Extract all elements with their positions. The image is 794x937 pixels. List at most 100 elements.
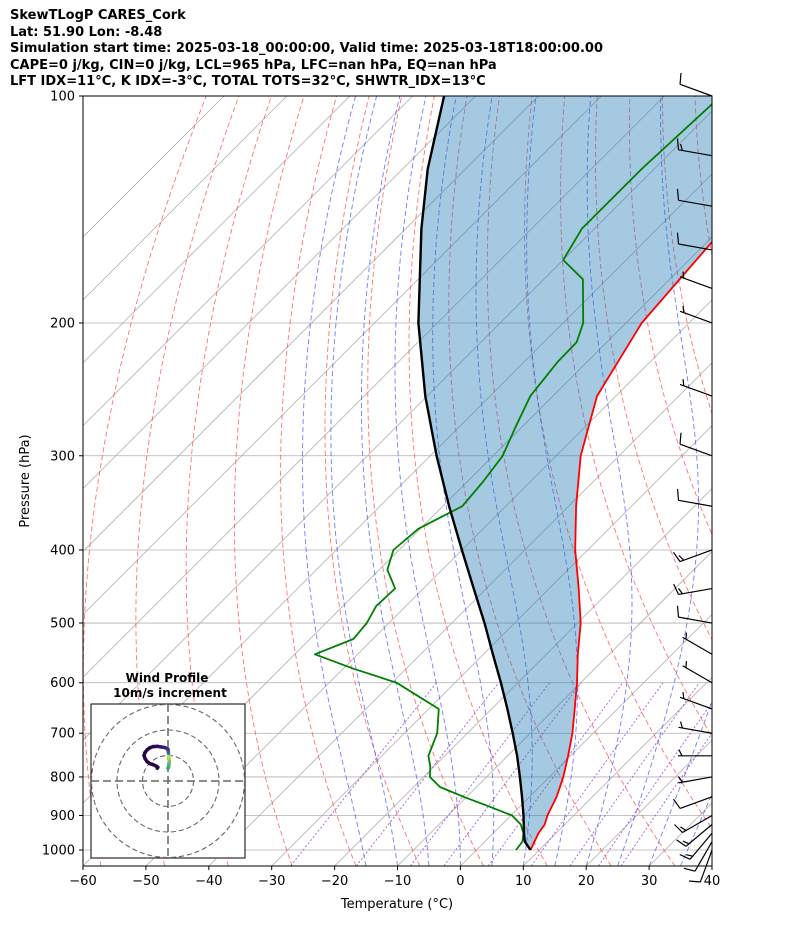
profile-lines [313,96,712,851]
moist-adiabat [394,96,461,866]
barb-staff [699,849,713,883]
barb-feather [676,188,680,201]
barb-feather [676,605,680,618]
moist-adiabat [585,96,633,866]
barb-staff [678,199,713,207]
inset-ring [91,704,245,858]
isotherm [83,96,602,615]
barb-feather [686,854,693,857]
barb-feather [673,583,680,595]
wind-barb [678,749,712,757]
barb-staff [685,824,713,847]
mixing-ratio-line [410,682,550,866]
dry-adiabat [560,96,712,738]
barb-staff [679,549,713,563]
time-line: Simulation start time: 2025-03-18_00:00:… [10,41,603,56]
y-tick-label: 100 [50,90,75,105]
isotherm [397,550,712,866]
x-tick-label: 20 [578,874,595,889]
wind-barb [677,776,713,784]
isotherm [145,299,712,866]
barb-staff [694,841,713,872]
isotherm [83,96,351,364]
wind-barb [679,379,713,397]
x-tick-label: −20 [321,874,348,889]
barb-feather [672,551,681,562]
cin-shading [418,96,712,850]
dry-adiabat [728,96,794,866]
x-tick-label: 40 [704,874,721,889]
moist-adiabat [526,96,578,866]
dry-adiabat [408,96,548,866]
wind-barb [679,72,713,97]
barb-feather [679,432,682,445]
barb-feather [676,138,680,150]
isotherm [711,865,712,866]
moist-adiabat [302,96,367,866]
barb-feather [677,588,683,595]
x-tick-label: −10 [384,874,411,889]
mixing-ratio-line [530,682,664,866]
barb-staff [679,696,713,710]
mixing-ratio-line [569,682,700,866]
y-tick-label: 300 [50,449,75,464]
chart-header: SkewTLogP CARES_Cork Lat: 51.90 Lon: -8.… [10,8,603,91]
moist-adiabat [432,96,495,866]
moist-adiabat [361,96,430,866]
x-axis-label: Temperature (°C) [340,897,453,912]
x-tick-label: −40 [195,874,222,889]
y-tick-label: 800 [50,770,75,785]
wind-barb [679,691,713,710]
cape-line: CAPE=0 j/kg, CIN=0 j/kg, LCL=965 hPa, LF… [10,57,497,73]
moist-adiabat [744,96,794,866]
isotherm [83,96,476,490]
moist-adiabat [648,699,712,866]
barb-feather [679,72,682,85]
mixing-ratio-line [620,732,712,866]
barb-staff [679,443,713,457]
barb-staff [682,665,713,684]
isotherm [83,96,225,238]
barb-feather [682,305,685,313]
barb-staff [679,383,713,397]
barb-staff [682,636,713,655]
wind-barb [676,488,713,507]
wind-barb [682,661,713,684]
wind-profile-inset: Wind Profile 10m/s increment [90,671,246,859]
inset-subtitle: 10m/s increment [113,686,227,700]
barb-staff [678,616,713,624]
barb-staff [678,499,713,507]
isotherm [83,96,413,427]
barb-feather [679,721,684,729]
barb-feather [688,880,701,883]
isotherm [334,488,712,866]
y-tick-label: 1000 [42,844,75,859]
barb-feather [678,749,683,757]
wind-barb [672,549,713,563]
x-tick-label: −60 [69,874,96,889]
barb-staff [679,83,713,97]
location-line: Lat: 51.90 Lon: -8.48 [10,24,163,40]
dry-adiabat [448,96,612,866]
wind-barb [683,841,713,872]
wind-barb [678,721,713,734]
isotherm [523,676,712,866]
y-tick-label: 500 [50,617,75,632]
x-tick-label: 30 [641,874,658,889]
dry-adiabat [185,96,272,866]
wind-barb [679,305,713,324]
cape-cin-fill [418,96,712,850]
wind-barb [679,432,713,457]
chart-title: SkewTLogP CARES_Cork [10,8,186,23]
isotherm [83,96,665,678]
barb-feather [672,798,681,809]
inset-title: Wind Profile [126,671,209,685]
dry-adiabat [486,96,676,866]
mixing-ratio-line [487,682,624,866]
moist-adiabat [711,864,712,866]
isotherm [83,96,288,301]
grid-lines [83,96,794,866]
dry-adiabat [661,96,712,416]
parcel-line [417,96,532,851]
